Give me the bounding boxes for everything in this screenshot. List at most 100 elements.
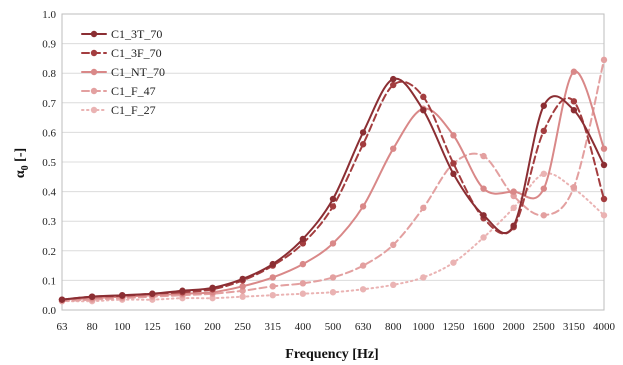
data-point xyxy=(510,192,517,200)
data-point xyxy=(540,102,547,109)
data-point xyxy=(359,262,367,269)
x-axis-ticks: 63 80 100 125 160 200 250 315 400 500 630 800 1000 12… xyxy=(57,321,616,333)
y-tick-label: 0.8 xyxy=(42,68,56,80)
data-point xyxy=(540,185,547,192)
data-point xyxy=(329,240,337,247)
x-tick-label: 400 xyxy=(295,321,312,333)
data-point xyxy=(510,188,517,195)
x-tick-label: 160 xyxy=(174,321,191,333)
data-point xyxy=(480,152,487,160)
data-point xyxy=(390,75,397,83)
x-tick-label: 800 xyxy=(385,321,402,333)
data-point xyxy=(540,170,547,178)
data-point xyxy=(179,287,186,294)
x-tick-label: 4000 xyxy=(593,321,616,333)
data-point xyxy=(88,293,96,300)
data-point xyxy=(119,292,126,299)
data-point xyxy=(359,286,367,293)
x-tick-label: 1600 xyxy=(473,321,496,333)
data-point xyxy=(420,93,427,101)
data-point xyxy=(570,68,578,75)
legend-label: C1_F_27 xyxy=(111,103,156,117)
data-point xyxy=(329,274,337,281)
data-point xyxy=(390,281,397,289)
data-point xyxy=(600,161,608,169)
data-point xyxy=(480,234,487,241)
data-point xyxy=(600,56,608,64)
data-point xyxy=(450,132,457,139)
data-point xyxy=(299,290,307,297)
series-1 xyxy=(58,75,608,303)
data-point xyxy=(329,195,337,203)
data-point xyxy=(420,274,427,281)
data-point xyxy=(299,280,307,287)
x-tick-label: 80 xyxy=(87,321,99,333)
data-point xyxy=(359,129,367,136)
data-point xyxy=(480,212,487,219)
data-point xyxy=(359,141,367,148)
legend-item: C1_3T_70 xyxy=(81,27,162,41)
data-point xyxy=(450,160,457,167)
data-point xyxy=(510,222,517,229)
data-point xyxy=(269,283,276,290)
data-point xyxy=(269,292,276,299)
legend-item: C1_F_27 xyxy=(81,103,156,117)
x-tick-label: 3150 xyxy=(563,321,586,333)
legend-label: C1_3T_70 xyxy=(111,27,162,41)
data-point xyxy=(450,259,457,266)
x-axis-title: Frequency [Hz] xyxy=(285,347,378,362)
y-tick-label: 0.0 xyxy=(42,305,56,317)
legend-marker xyxy=(90,87,98,95)
series-layer xyxy=(58,56,608,305)
y-axis-title-unit: [-] xyxy=(13,148,28,166)
data-point xyxy=(480,185,487,192)
x-tick-label: 100 xyxy=(114,321,131,333)
x-tick-label: 315 xyxy=(265,321,282,333)
y-tick-label: 0.2 xyxy=(42,246,56,258)
data-point xyxy=(239,283,246,290)
legend: C1_3T_70 C1_3F_70 C1_NT_70 C1_F_47 C1_F_27 xyxy=(81,27,165,117)
y-axis-title-symbol: α xyxy=(13,170,28,178)
data-point xyxy=(329,203,337,210)
data-point xyxy=(329,289,337,296)
y-axis-title-subscript: 0 xyxy=(20,165,31,170)
legend-marker xyxy=(90,68,98,76)
data-point xyxy=(450,170,457,178)
legend-marker xyxy=(90,49,98,57)
legend-label: C1_NT_70 xyxy=(111,65,165,79)
data-point xyxy=(570,183,578,191)
data-point xyxy=(570,98,578,105)
y-tick-label: 0.1 xyxy=(42,275,56,287)
data-point xyxy=(149,290,156,297)
y-tick-label: 0.9 xyxy=(42,39,56,51)
x-tick-label: 1000 xyxy=(412,321,435,333)
x-tick-label: 500 xyxy=(325,321,342,333)
data-point xyxy=(239,293,246,300)
legend-label: C1_F_47 xyxy=(111,84,156,98)
x-tick-label: 200 xyxy=(204,321,221,333)
x-tick-label: 2500 xyxy=(533,321,556,333)
data-point xyxy=(600,195,608,203)
x-tick-label: 1250 xyxy=(442,321,465,333)
data-point xyxy=(239,275,246,283)
data-point xyxy=(600,145,608,152)
y-tick-label: 0.7 xyxy=(42,98,56,110)
data-point xyxy=(420,107,427,114)
data-point xyxy=(299,235,307,243)
data-point xyxy=(600,212,608,219)
data-point xyxy=(420,204,427,212)
data-point xyxy=(239,287,246,294)
data-point xyxy=(540,212,547,219)
data-point xyxy=(390,145,397,152)
legend-marker xyxy=(90,106,98,114)
y-tick-label: 0.5 xyxy=(42,157,56,169)
data-point xyxy=(269,274,276,281)
legend-marker xyxy=(90,30,98,38)
x-tick-label: 125 xyxy=(144,321,161,333)
legend-item: C1_NT_70 xyxy=(81,65,165,79)
data-point xyxy=(209,284,216,291)
x-tick-label: 630 xyxy=(355,321,372,333)
data-point xyxy=(359,203,367,210)
